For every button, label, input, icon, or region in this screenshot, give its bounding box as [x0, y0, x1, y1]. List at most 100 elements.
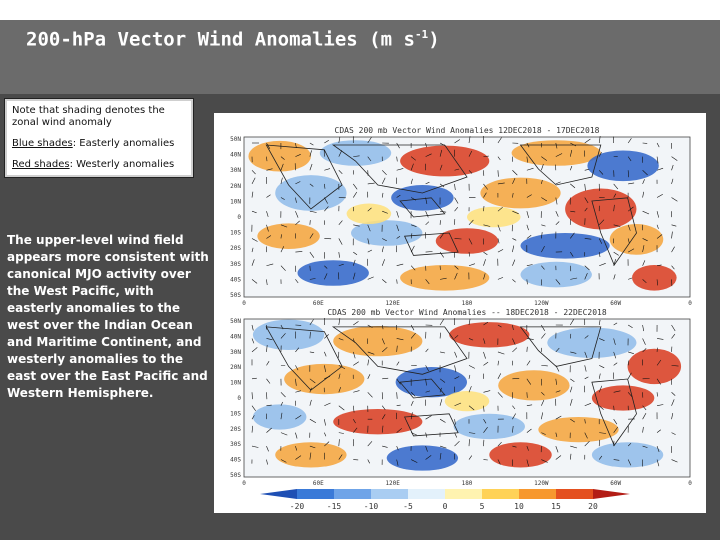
lon-label-2-2: 120E — [385, 480, 400, 487]
wind-vector-2-207 — [642, 405, 647, 411]
anomaly-shade-1-17 — [520, 261, 592, 288]
anomaly-shade-1-16 — [400, 265, 490, 291]
wind-vector-1-247 — [353, 251, 358, 256]
lat-label-2-0: 50N — [230, 318, 241, 325]
wind-vector-1-294 — [599, 263, 606, 267]
wind-vector-2-111 — [555, 365, 560, 372]
wind-vector-2-6 — [338, 318, 341, 326]
wind-vector-2-217 — [353, 419, 356, 424]
wind-vector-1-270 — [251, 259, 255, 266]
lon-label-1-5: 60W — [610, 300, 621, 307]
wind-vector-2-288 — [512, 445, 517, 448]
lon-label-1-1: 60E — [313, 300, 324, 307]
wind-vector-1-281 — [410, 265, 416, 271]
wind-vector-2-16 — [483, 321, 489, 326]
wind-vector-1-43 — [439, 149, 443, 157]
wind-vector-2-116 — [627, 360, 630, 366]
anomaly-shade-2-18 — [444, 391, 490, 412]
wind-vector-2-0 — [251, 324, 254, 331]
wind-vector-1-110 — [541, 179, 543, 184]
lat-label-1-4: 10N — [230, 198, 241, 205]
wind-vector-1-73 — [439, 164, 443, 171]
wind-vector-2-148 — [656, 378, 661, 385]
wind-vector-2-63 — [295, 347, 300, 353]
colorbar-segment-2 — [334, 489, 371, 499]
wind-vector-2-245 — [324, 432, 327, 437]
wind-vector-1-84 — [598, 170, 604, 175]
wind-vector-1-115 — [613, 183, 619, 190]
wind-vector-2-324 — [598, 455, 603, 460]
wind-vector-2-180 — [251, 405, 256, 411]
wind-vector-1-3 — [295, 142, 297, 149]
wind-vector-1-248 — [367, 249, 373, 253]
wind-vector-2-4 — [309, 319, 314, 326]
wind-vector-1-279 — [381, 259, 385, 266]
wind-vector-1-262 — [570, 251, 574, 257]
wind-vector-1-38 — [367, 156, 372, 162]
wind-vector-1-45 — [468, 150, 473, 157]
wind-vector-2-166 — [483, 390, 491, 393]
wind-vector-1-237 — [642, 238, 648, 242]
wind-vector-1-265 — [613, 251, 619, 256]
lat-label-2-5: 0 — [237, 395, 241, 402]
wind-vector-1-229 — [526, 235, 532, 239]
wind-vector-1-258 — [512, 245, 515, 253]
wind-vector-1-239 — [671, 231, 673, 239]
coastline-1-3 — [399, 197, 446, 218]
wind-vector-2-261 — [555, 432, 558, 437]
wind-vector-2-270 — [251, 445, 259, 448]
colorbar-segment-8 — [556, 489, 593, 499]
wind-vector-1-304 — [309, 278, 316, 280]
anomaly-shade-2-2 — [333, 325, 423, 357]
wind-vector-2-46 — [483, 338, 486, 344]
anomaly-shade-2-4 — [547, 327, 637, 358]
wind-vector-2-228 — [512, 413, 516, 420]
wind-vector-1-150 — [251, 210, 257, 214]
wind-vector-1-308 — [367, 276, 374, 280]
wind-vector-2-163 — [439, 387, 442, 393]
wind-vector-1-51 — [555, 153, 563, 157]
wind-vector-2-68 — [367, 351, 375, 355]
wind-vector-2-215 — [324, 419, 326, 426]
wind-vector-2-303 — [295, 455, 302, 460]
wind-vector-1-178 — [656, 211, 659, 218]
anomaly-shade-2-3 — [449, 322, 530, 348]
wind-vector-1-154 — [309, 210, 317, 213]
lat-label-1-1: 40N — [230, 152, 241, 159]
wind-vector-2-57 — [642, 338, 646, 345]
wind-vector-2-209 — [671, 399, 675, 406]
wind-vector-1-117 — [642, 179, 645, 185]
wind-vector-2-43 — [439, 332, 441, 339]
wind-vector-2-204 — [599, 405, 604, 410]
wind-vector-1-108 — [512, 178, 516, 185]
wind-vector-2-54 — [599, 338, 605, 341]
wind-vector-2-193 — [439, 399, 443, 406]
title-bar — [0, 20, 720, 94]
wind-vector-1-322 — [570, 277, 578, 280]
wind-vector-2-289 — [526, 445, 529, 451]
lon-label-1-4: 120W — [534, 300, 549, 307]
wind-vector-1-15 — [468, 136, 471, 144]
anomaly-shade-1-13 — [520, 233, 610, 259]
wind-vector-2-279 — [382, 445, 388, 448]
wind-vector-2-322 — [569, 453, 572, 460]
lon-label-2-0: 0 — [242, 480, 246, 487]
wind-vector-2-105 — [468, 365, 475, 369]
wind-vector-2-275 — [324, 441, 330, 447]
wind-vector-2-139 — [526, 378, 532, 385]
wind-vector-1-325 — [613, 274, 616, 280]
wind-vector-1-297 — [642, 260, 646, 266]
wind-vector-2-308 — [367, 459, 370, 464]
wind-vector-2-138 — [512, 378, 520, 380]
lat-label-1-9: 40S — [230, 276, 241, 283]
wind-vector-1-127 — [353, 191, 358, 198]
wind-vector-2-93 — [295, 365, 299, 371]
wind-vector-1-209 — [671, 224, 677, 227]
note-red-text: : Westerly anomalies — [69, 159, 175, 170]
wind-vector-2-26 — [627, 324, 633, 328]
wind-vector-2-310 — [396, 459, 399, 466]
wind-vector-2-118 — [656, 359, 662, 366]
wind-vector-1-58 — [656, 156, 659, 164]
panel-title-2: CDAS 200 mb Vector Wind Anomalies -- 18D… — [327, 308, 607, 317]
lat-label-1-5: 0 — [237, 214, 241, 221]
